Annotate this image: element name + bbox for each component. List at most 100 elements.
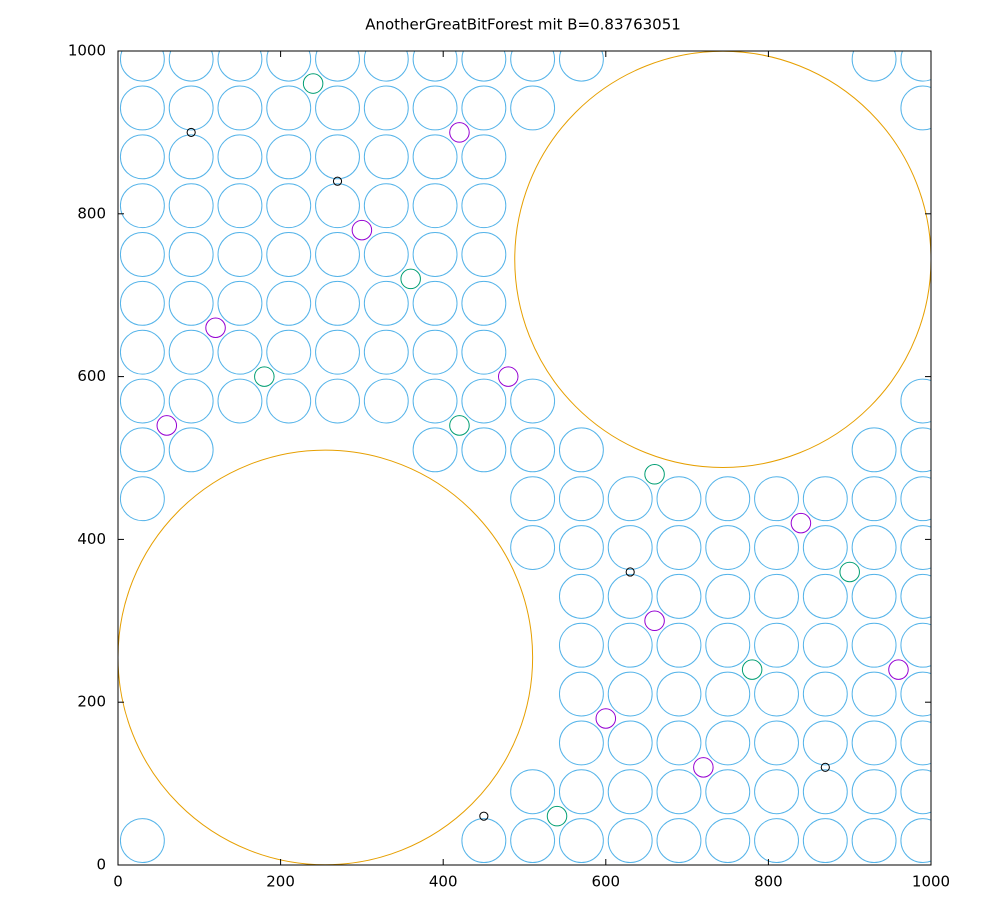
circle <box>558 51 604 82</box>
circle <box>656 720 702 766</box>
circle <box>607 525 653 570</box>
circle <box>363 85 409 131</box>
circle <box>802 720 848 766</box>
circle <box>802 476 848 522</box>
circle <box>802 671 848 717</box>
y-tick-label: 400 <box>77 530 106 548</box>
circle <box>607 476 653 522</box>
circle <box>217 85 263 131</box>
circle <box>595 708 617 729</box>
y-tick-label: 1000 <box>68 42 106 60</box>
circle <box>186 127 196 137</box>
circle <box>119 232 165 277</box>
circle <box>461 134 507 180</box>
circle <box>607 622 653 668</box>
circle <box>510 769 556 815</box>
circle <box>461 329 507 375</box>
circle <box>510 818 556 864</box>
circle <box>851 769 897 815</box>
plot-frame <box>117 50 932 866</box>
circle <box>461 427 507 473</box>
circle <box>363 134 409 180</box>
circle <box>315 134 360 180</box>
circle <box>315 329 360 375</box>
circle <box>851 427 897 473</box>
circle <box>217 378 263 424</box>
circle <box>802 769 848 815</box>
circle <box>693 757 714 778</box>
circle <box>802 525 848 570</box>
circle <box>119 51 165 82</box>
circle <box>266 134 312 180</box>
circle <box>900 85 931 131</box>
circle <box>705 476 751 522</box>
circle <box>168 280 214 326</box>
circle <box>363 378 409 424</box>
circle <box>514 51 931 468</box>
circle <box>168 232 214 277</box>
circle <box>741 659 763 680</box>
circle <box>656 573 702 619</box>
x-tick-label: 600 <box>591 873 620 891</box>
circle <box>656 622 702 668</box>
circle <box>851 671 897 717</box>
circle <box>644 464 665 485</box>
circle <box>644 610 665 632</box>
circle <box>754 671 799 717</box>
y-tick-label: 0 <box>96 856 106 874</box>
circle <box>168 134 214 180</box>
circle <box>754 476 799 522</box>
circle <box>607 573 653 619</box>
circle <box>900 51 931 82</box>
y-tick-label: 800 <box>77 204 106 222</box>
circle <box>625 567 635 577</box>
circle <box>266 51 312 82</box>
y-tick-label: 200 <box>77 693 106 711</box>
circle <box>900 769 931 815</box>
circle <box>851 818 897 864</box>
circle <box>851 476 897 522</box>
circle <box>705 622 751 668</box>
circle <box>900 671 931 717</box>
circle <box>168 378 214 424</box>
circle <box>461 51 507 82</box>
circle <box>802 622 848 668</box>
plot-area <box>118 51 931 865</box>
circle <box>900 622 931 668</box>
circle <box>315 85 360 131</box>
circle <box>119 134 165 180</box>
circle <box>363 329 409 375</box>
circle <box>705 525 751 570</box>
circle <box>820 762 830 772</box>
circle <box>412 183 458 229</box>
circle <box>412 232 458 277</box>
circle <box>851 51 897 82</box>
circle <box>479 811 489 821</box>
circle <box>119 280 165 326</box>
circle <box>332 176 343 186</box>
circle <box>400 268 421 290</box>
circle <box>546 805 568 827</box>
circle <box>363 280 409 326</box>
circle <box>412 329 458 375</box>
circle <box>558 671 604 717</box>
circle <box>119 427 165 473</box>
circle <box>558 525 604 570</box>
circle <box>266 85 312 131</box>
circle <box>412 51 458 82</box>
circle <box>558 622 604 668</box>
circle <box>363 183 409 229</box>
circle <box>217 232 263 277</box>
circle <box>851 525 897 570</box>
circle <box>119 85 165 131</box>
circle <box>558 427 604 473</box>
circle <box>754 720 799 766</box>
circle <box>705 573 751 619</box>
circle <box>900 378 931 424</box>
circle <box>754 573 799 619</box>
circle <box>656 476 702 522</box>
circle <box>119 378 165 424</box>
circle <box>461 183 507 229</box>
circle <box>558 818 604 864</box>
